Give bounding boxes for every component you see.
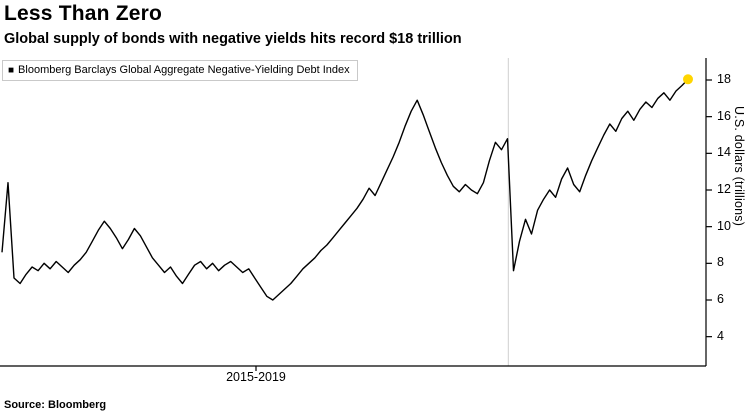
y-tick-label: 14 — [717, 145, 731, 160]
y-tick-label: 8 — [717, 255, 724, 270]
chart-subtitle: Global supply of bonds with negative yie… — [4, 31, 462, 47]
legend-label: Bloomberg Barclays Global Aggregate Nega… — [18, 64, 350, 76]
legend: ■ Bloomberg Barclays Global Aggregate Ne… — [2, 60, 358, 81]
source-attribution: Source: Bloomberg — [4, 399, 107, 411]
y-tick-label: 12 — [717, 182, 731, 196]
latest-value-highlight-dot — [683, 74, 693, 85]
line-chart-canvas — [0, 58, 712, 371]
debt-index-line — [1, 78, 689, 301]
y-tick-label: 4 — [717, 328, 724, 343]
legend-square-marker-icon: ■ — [8, 64, 15, 76]
chart-title: Less Than Zero — [4, 2, 163, 25]
y-axis-title: U.S. dollars (trillions) — [732, 106, 746, 227]
plot-area: ■ Bloomberg Barclays Global Aggregate Ne… — [0, 58, 748, 398]
y-tick-label: 10 — [717, 218, 731, 233]
y-tick-label: 16 — [717, 108, 731, 123]
y-tick-label: 6 — [717, 292, 724, 306]
y-tick-label: 18 — [717, 72, 731, 86]
x-tick-label: 2015-2019 — [226, 370, 286, 384]
